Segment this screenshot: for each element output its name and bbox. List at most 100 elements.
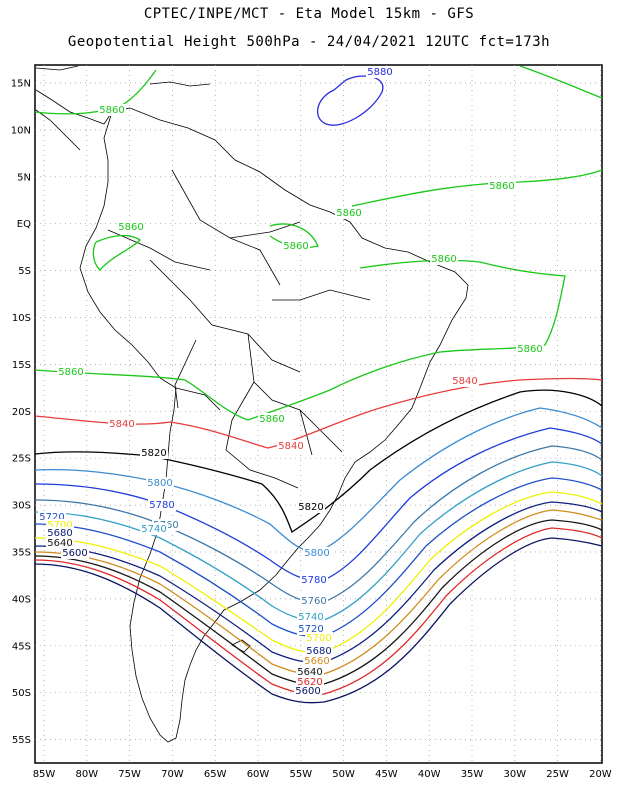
coastlines [35, 65, 469, 743]
contour-label-5820: 5820 [298, 502, 323, 513]
contour-label-5820: 5820 [141, 448, 166, 459]
contour-label-5640: 5640 [297, 667, 322, 678]
contour-label-5720: 5720 [298, 624, 323, 635]
map-subtitle: Geopotential Height 500hPa - 24/04/2021 … [67, 34, 551, 50]
contour-label-5680: 5680 [47, 528, 72, 539]
contour-label-bg [296, 666, 324, 678]
contour-label-5860: 5860 [99, 105, 124, 116]
contour-5840 [34, 377, 603, 449]
contour-label-5620: 5620 [297, 677, 322, 688]
lat-label: 55S [12, 735, 31, 746]
contour-label-bg [303, 655, 331, 667]
contour-label-5860: 5860 [517, 344, 542, 355]
contour-label-5640: 5640 [47, 538, 72, 549]
contour-label-bg [258, 413, 286, 425]
contour-label-5660: 5660 [304, 656, 329, 667]
lon-label: 70W [161, 769, 184, 780]
lon-label: 80W [75, 769, 98, 780]
contour-label-bg [488, 180, 516, 192]
contour-label-5860: 5860 [336, 208, 361, 219]
contour-label-bg [140, 447, 168, 459]
lon-label: 75W [118, 769, 141, 780]
contour-labels: 5880 5860 5860 5860 5860 5860 5860 5860 5860 5860… [38, 66, 544, 697]
lat-label: 25S [12, 454, 31, 465]
contour-label-5600: 5600 [62, 548, 87, 559]
contour-label-bg [305, 645, 333, 657]
contour-label-bg [146, 477, 174, 489]
contour-label-5760: 5760 [301, 596, 326, 607]
contour-label-bg [297, 501, 325, 513]
contour-label-5860: 5860 [431, 254, 456, 265]
contour-label-bg [294, 685, 322, 697]
contour-label-bg [297, 611, 325, 623]
map-title: CPTEC/INPE/MCT - Eta Model 15km - GFS [143, 6, 475, 22]
lat-label: EQ [17, 219, 31, 230]
contour-label-bg [148, 499, 176, 511]
lon-label: 40W [418, 769, 441, 780]
contour-label-bg [61, 547, 89, 559]
contour-label-5860: 5860 [259, 414, 284, 425]
contour-label-5860: 5860 [58, 367, 83, 378]
contour-5620 [34, 527, 603, 696]
contour-label-5860: 5860 [118, 222, 143, 233]
contour-5640 [34, 519, 603, 686]
contour-label-bg [108, 418, 136, 430]
lat-label: 5S [18, 266, 31, 277]
lat-label: 40S [12, 594, 31, 605]
lon-label: 30W [503, 769, 526, 780]
contour-label-5780: 5780 [149, 500, 174, 511]
latitude-labels: 15N 10N 5N EQ 5S 10S 15S 20S 25S 30S 35S 40S 45S 50S 5… [11, 79, 31, 747]
contour-label-5680: 5680 [306, 646, 331, 657]
lat-label: 30S [12, 501, 31, 512]
lat-label: 5N [17, 172, 31, 183]
contour-label-5700: 5700 [306, 633, 331, 644]
lat-label: 50S [12, 688, 31, 699]
contour-label-bg [430, 253, 458, 265]
lat-label: 35S [12, 548, 31, 559]
lat-label: 45S [12, 641, 31, 652]
contour-label-bg [303, 547, 331, 559]
contour-label-5740: 5740 [298, 612, 323, 623]
longitude-labels: 85W 80W 75W 70W 65W 60W 55W 50W 45W 40W 35W 30W 25W 2… [33, 769, 612, 780]
lon-label: 85W [33, 769, 56, 780]
lon-label: 50W [332, 769, 355, 780]
contour-label-bg [335, 207, 363, 219]
contour-label-bg [300, 574, 328, 586]
contour-label-5780: 5780 [301, 575, 326, 586]
contour-label-5800: 5800 [304, 548, 329, 559]
lon-label: 25W [546, 769, 569, 780]
lon-label: 65W [204, 769, 227, 780]
lon-label: 20W [589, 769, 612, 780]
contour-label-bg [300, 595, 328, 607]
contour-label-bg [451, 375, 479, 387]
contour-label-bg [140, 523, 168, 535]
lon-label: 60W [247, 769, 270, 780]
contour-label-bg [516, 343, 544, 355]
contour-label-5720: 5720 [39, 512, 64, 523]
contour-label-5840: 5840 [278, 441, 303, 452]
contour-label-bg [277, 440, 305, 452]
contour-label-5600: 5600 [295, 686, 320, 697]
contour-label-bg [366, 66, 394, 78]
contour-label-bg [57, 366, 85, 378]
contour-label-bg [305, 632, 333, 644]
contour-label-5840: 5840 [109, 419, 134, 430]
contour-label-bg [117, 221, 145, 233]
lat-label: 15S [12, 360, 31, 371]
contour-label-5860: 5860 [489, 181, 514, 192]
contour-label-bg [46, 537, 74, 549]
contour-label-5700: 5700 [47, 520, 72, 531]
contour-label-bg [46, 527, 74, 539]
lon-label: 55W [289, 769, 312, 780]
lat-label: 10S [12, 313, 31, 324]
contour-label-5740: 5740 [141, 524, 166, 535]
lon-label: 45W [375, 769, 398, 780]
lat-label: 20S [12, 407, 31, 418]
contour-label-5800: 5800 [147, 478, 172, 489]
lat-label: 15N [11, 79, 31, 90]
lat-label: 10N [11, 125, 31, 136]
contour-5600 [34, 537, 603, 704]
contour-label-5880: 5880 [367, 67, 392, 78]
contour-5660 [34, 509, 603, 676]
